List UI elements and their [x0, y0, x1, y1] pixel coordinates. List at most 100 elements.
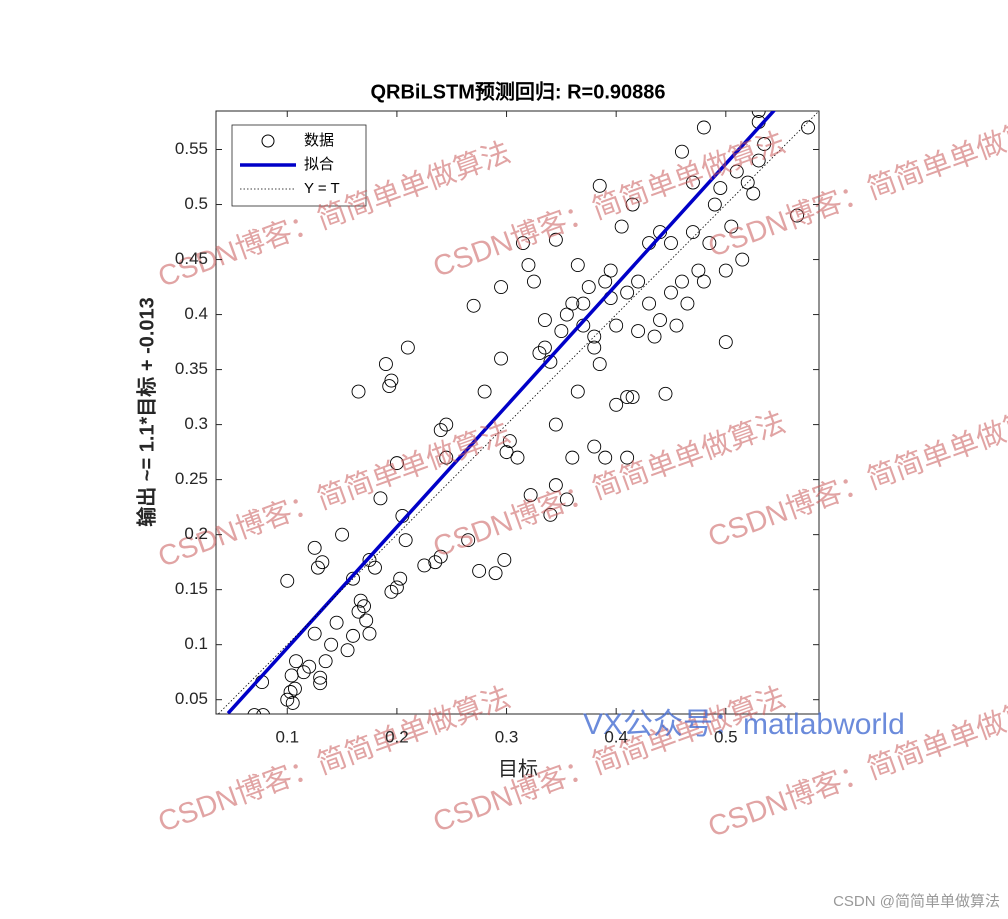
- data-point: [740, 175, 755, 190]
- data-point: [346, 628, 360, 643]
- y-tick-label: 0.4: [184, 304, 208, 323]
- data-point: [543, 507, 558, 522]
- data-point: [598, 450, 613, 465]
- data-point: [433, 549, 448, 564]
- data-point: [751, 153, 766, 168]
- data-point: [609, 397, 624, 412]
- data-point: [751, 111, 766, 118]
- legend-label: 拟合: [304, 156, 334, 173]
- data-point: [707, 197, 722, 212]
- data-point: [307, 540, 322, 555]
- data-point: [433, 423, 448, 438]
- data-point: [587, 439, 602, 454]
- data-point: [801, 120, 815, 135]
- data-point: [280, 573, 295, 588]
- data-point: [494, 351, 509, 366]
- data-point: [488, 566, 503, 581]
- data-point: [631, 324, 646, 339]
- data-point: [313, 676, 328, 691]
- y-tick-label: 0.5: [184, 194, 208, 213]
- data-point: [713, 181, 728, 195]
- data-point: [494, 280, 509, 295]
- data-point: [329, 615, 344, 630]
- data-point: [746, 186, 761, 201]
- data-point: [521, 258, 536, 273]
- data-point: [368, 560, 382, 575]
- data-point: [362, 626, 377, 641]
- data-point: [559, 307, 574, 322]
- data-point: [398, 533, 413, 548]
- data-point: [729, 164, 744, 179]
- marks: [217, 111, 819, 714]
- legend-label: 数据: [304, 132, 334, 149]
- data-point: [516, 236, 530, 250]
- data-point: [548, 232, 563, 247]
- data-point: [647, 329, 662, 344]
- y-tick-label: 0.05: [175, 689, 208, 708]
- y-axis-label: 输出 ~= 1.1*目标 + -0.013: [134, 297, 158, 527]
- data-point: [351, 384, 366, 399]
- data-point: [389, 456, 404, 471]
- data-point: [696, 274, 711, 289]
- data-point: [614, 219, 629, 234]
- data-point: [696, 120, 711, 135]
- data-point: [537, 340, 552, 355]
- data-point: [439, 450, 454, 465]
- x-tick-label: 0.2: [385, 727, 409, 746]
- data-point: [620, 285, 635, 300]
- data-point: [247, 708, 262, 714]
- footer-credit: CSDN @简简单单做算法: [833, 892, 1000, 910]
- data-point: [384, 373, 399, 388]
- y-tick-label: 0.25: [175, 469, 208, 488]
- data-point: [285, 696, 300, 710]
- data-point: [477, 384, 492, 399]
- data-point: [311, 560, 325, 575]
- data-point: [757, 137, 772, 151]
- data-point: [587, 329, 602, 344]
- data-point: [653, 313, 667, 328]
- data-point: [393, 571, 408, 586]
- data-point: [570, 258, 585, 273]
- data-point: [499, 445, 514, 460]
- data-point: [548, 417, 563, 432]
- data-point: [658, 386, 673, 401]
- data-point: [428, 555, 443, 570]
- data-point: [502, 434, 517, 449]
- x-axis-label: 目标: [498, 757, 538, 780]
- data-point: [510, 450, 525, 465]
- data-point: [565, 450, 580, 465]
- legend-label: Y = T: [304, 180, 340, 197]
- watermark-vx: VX公众号：matlabworld: [583, 708, 905, 741]
- y-tick-label: 0.55: [175, 139, 208, 158]
- data-point: [287, 681, 302, 696]
- data-point: [642, 296, 657, 311]
- data-point: [324, 637, 339, 652]
- data-point: [497, 552, 512, 567]
- data-point: [384, 584, 399, 599]
- data-point: [685, 225, 700, 239]
- data-point: [296, 665, 311, 680]
- data-point: [548, 478, 563, 493]
- data-point: [675, 144, 689, 159]
- y-tick-label: 0.2: [184, 524, 208, 543]
- data-point: [472, 564, 487, 578]
- data-point: [685, 175, 700, 190]
- data-point: [466, 298, 481, 313]
- data-point: [289, 654, 303, 669]
- data-point: [631, 274, 646, 289]
- data-point: [598, 274, 613, 289]
- data-point: [570, 384, 585, 399]
- data-point: [625, 390, 640, 405]
- data-point: [581, 280, 596, 295]
- data-point: [302, 659, 317, 674]
- x-tick-label: 0.1: [275, 727, 299, 746]
- data-point: [576, 296, 591, 311]
- data-point: [389, 580, 404, 595]
- data-point: [315, 555, 330, 570]
- data-point: [417, 558, 432, 573]
- data-point: [373, 491, 388, 506]
- y-tick-label: 0.35: [175, 359, 208, 378]
- data-point: [357, 599, 371, 614]
- x-tick-label: 0.4: [604, 727, 628, 746]
